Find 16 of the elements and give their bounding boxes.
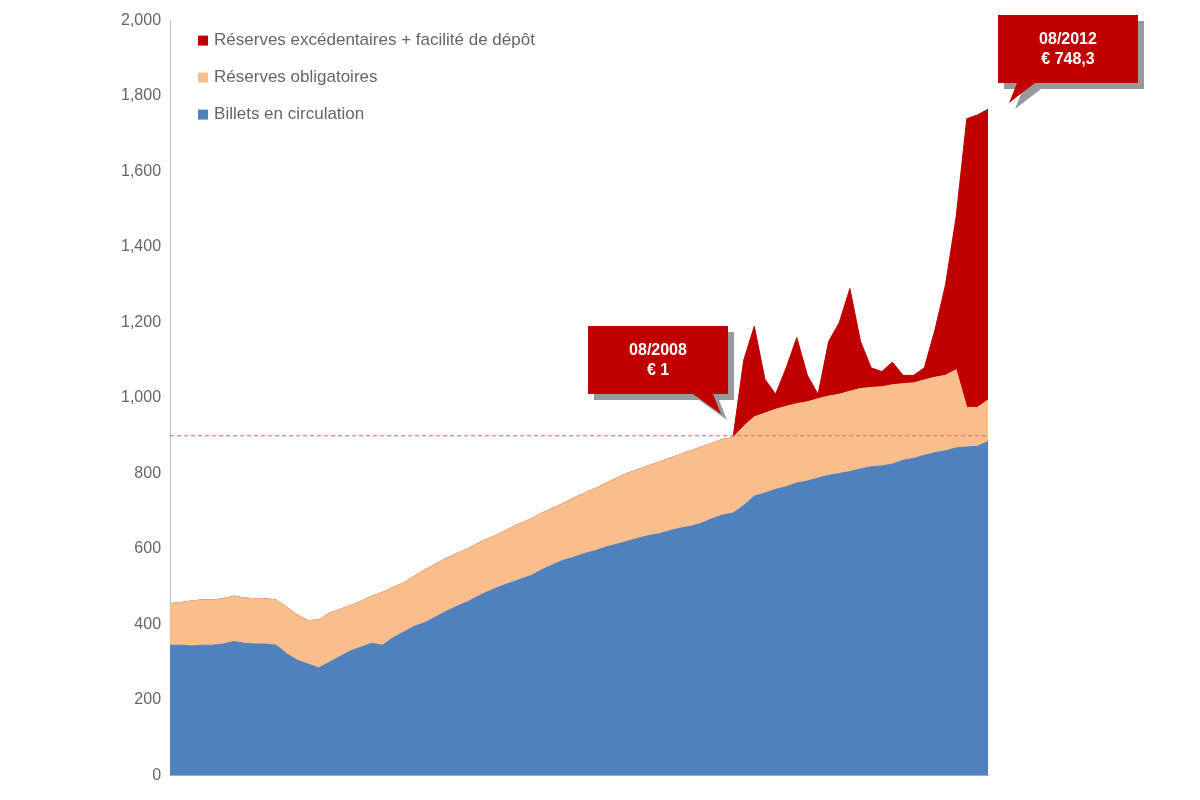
y-tick-label: 0 xyxy=(152,765,162,783)
y-tick-label: 1,800 xyxy=(120,86,162,104)
text: 08/2012 € 748,3 xyxy=(1038,28,1098,69)
y-tick-label: 200 xyxy=(134,690,162,708)
y-tick-label: 1,000 xyxy=(120,388,162,406)
y-tick-label: 1,200 xyxy=(120,312,162,330)
annotation: 08/2008 € 1 xyxy=(628,340,688,381)
y-tick-label: 800 xyxy=(134,463,162,481)
y-tick-label: 1,400 xyxy=(120,237,162,255)
legend-label: Réserves excédentaires + facilité de dépôt xyxy=(214,30,536,50)
y-tick-label: 400 xyxy=(134,614,162,632)
y-tick-label: 1,600 xyxy=(120,161,162,179)
legend-label: Réserves obligatoires xyxy=(214,67,378,87)
legend-label: Billets en circulation xyxy=(214,104,365,124)
y-tick-label: 2,000 xyxy=(120,11,162,29)
y-tick-label: 600 xyxy=(134,539,162,557)
